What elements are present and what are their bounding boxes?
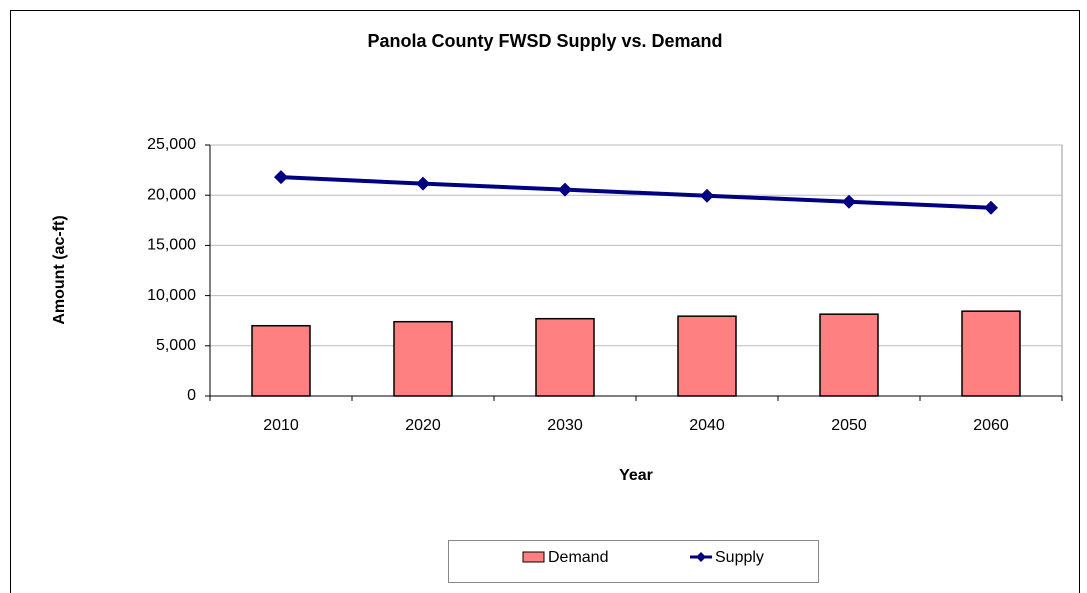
bar (819, 313, 879, 397)
y-tick-label: 25,000 (147, 136, 196, 153)
x-tick-label: 2050 (831, 417, 867, 434)
marker (700, 188, 714, 203)
marker (842, 194, 856, 209)
x-tick-label: 2030 (547, 417, 583, 434)
legend-box (448, 540, 819, 583)
y-tick-label: 20,000 (147, 186, 196, 203)
legend-marker (696, 552, 706, 562)
x-tick-label: 2010 (263, 417, 299, 434)
x-axis-label: Year (619, 467, 653, 484)
x-tick-label: 2060 (973, 417, 1009, 434)
legend-label: Supply (715, 549, 764, 566)
x-tick-label: 2040 (689, 417, 725, 434)
bar (251, 324, 311, 397)
marker (984, 200, 998, 215)
y-tick-label: 0 (187, 387, 196, 404)
bar (393, 320, 453, 397)
y-tick-label: 15,000 (147, 237, 196, 254)
y-tick-label: 10,000 (147, 287, 196, 304)
chart-title: Panola County FWSD Supply vs. Demand (367, 31, 722, 51)
y-tick-label: 5,000 (156, 337, 196, 354)
marker (416, 176, 430, 191)
bar (535, 317, 595, 397)
marker (558, 182, 572, 197)
legend-label: Demand (548, 549, 608, 566)
x-tick-label: 2020 (405, 417, 441, 434)
bar (677, 315, 737, 397)
legend-swatch (522, 551, 545, 563)
y-axis-label: Amount (ac-ft) (51, 215, 68, 324)
plot-area (209, 144, 1063, 397)
marker (274, 170, 288, 185)
bar (961, 310, 1021, 397)
line (280, 175, 992, 210)
